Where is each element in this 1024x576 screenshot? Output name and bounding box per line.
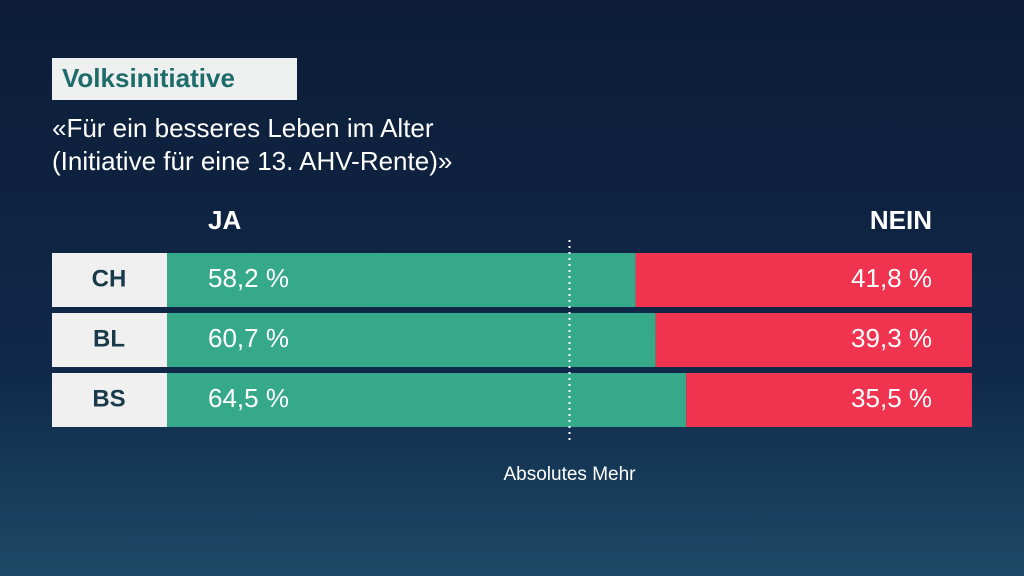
category-box bbox=[52, 373, 167, 427]
legend-label: JA bbox=[208, 205, 241, 235]
value-label: 60,7 % bbox=[208, 323, 289, 353]
value-label: 35,5 % bbox=[851, 383, 932, 413]
reference-label: Absolutes Mehr bbox=[503, 464, 636, 485]
bar-segment bbox=[167, 373, 687, 427]
category-label: BL bbox=[93, 325, 125, 352]
category-label: CH bbox=[92, 265, 127, 292]
category-box bbox=[52, 313, 167, 367]
category-label: BS bbox=[92, 385, 125, 412]
legend-label: NEIN bbox=[870, 205, 932, 235]
tag-box bbox=[52, 58, 297, 100]
bar-segment bbox=[167, 313, 656, 367]
bar-segment bbox=[635, 253, 972, 307]
bar-segment bbox=[167, 253, 636, 307]
value-label: 41,8 % bbox=[851, 263, 932, 293]
category-box bbox=[52, 253, 167, 307]
value-label: 64,5 % bbox=[208, 383, 289, 413]
bar-segment bbox=[655, 313, 972, 367]
value-label: 39,3 % bbox=[851, 323, 932, 353]
title-line: (Initiative für eine 13. AHV-Rente)» bbox=[52, 146, 452, 176]
tag: Volksinitiative bbox=[62, 63, 235, 93]
value-label: 58,2 % bbox=[208, 263, 289, 293]
title-line: «Für ein besseres Leben im Alter bbox=[52, 113, 434, 143]
bar-segment bbox=[686, 373, 972, 427]
